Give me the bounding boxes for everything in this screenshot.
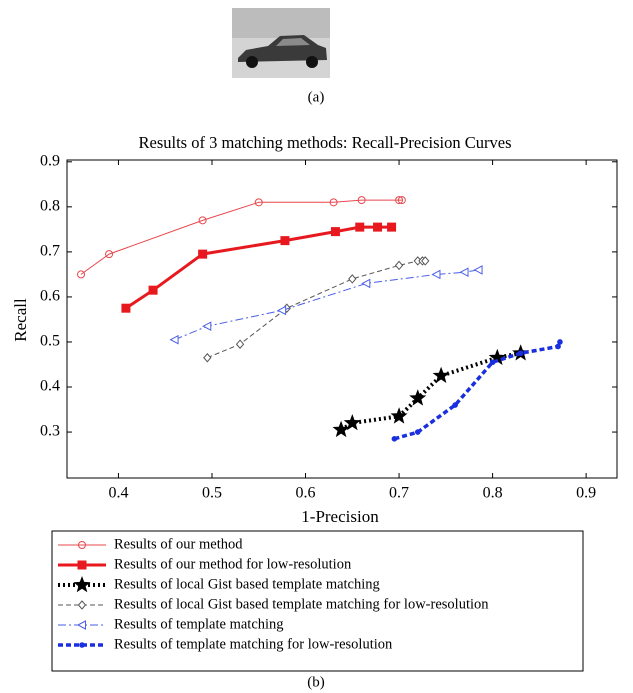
- legend-marker: [76, 620, 86, 630]
- y-tick-label: 0.8: [40, 198, 60, 215]
- marker: [348, 274, 357, 284]
- marker: [203, 352, 212, 363]
- series: [77, 196, 406, 279]
- marker: [148, 285, 158, 295]
- legend-box: [51, 530, 584, 672]
- marker: [198, 249, 208, 259]
- marker: [555, 343, 561, 350]
- y-tick-label: 0.6: [40, 288, 60, 305]
- marker: [343, 414, 361, 431]
- marker: [361, 278, 371, 289]
- marker: [280, 236, 290, 246]
- marker: [332, 420, 350, 438]
- marker: [169, 334, 179, 345]
- marker: [459, 267, 469, 277]
- y-tick-label: 0.9: [40, 152, 60, 169]
- legend-label: Results of our method for low-resolution: [114, 556, 352, 572]
- series-line: [393, 341, 562, 441]
- marker: [235, 339, 245, 349]
- plot-frame: [66, 159, 618, 479]
- marker: [373, 222, 383, 232]
- marker: [254, 198, 263, 207]
- x-axis-label: 1-Precision: [301, 507, 379, 526]
- legend-marker: [79, 642, 85, 648]
- marker: [355, 222, 365, 232]
- legend-marker: [78, 541, 86, 549]
- series-line: [125, 225, 392, 310]
- marker: [277, 305, 287, 316]
- marker: [391, 436, 398, 442]
- marker: [202, 321, 212, 332]
- marker: [432, 366, 450, 383]
- marker: [557, 339, 563, 345]
- series: [391, 339, 563, 442]
- series: [169, 265, 483, 345]
- marker: [473, 265, 483, 275]
- marker: [394, 260, 404, 271]
- legend-label: Results of local Gist based template mat…: [114, 596, 489, 612]
- series-line: [174, 269, 479, 341]
- marker: [409, 389, 427, 406]
- series: [121, 222, 397, 313]
- marker: [387, 222, 397, 232]
- marker: [330, 227, 340, 237]
- y-tick-label: 0.4: [40, 378, 60, 395]
- x-tick-label: 0.6: [296, 485, 316, 502]
- x-tick-label: 0.5: [202, 485, 222, 502]
- x-tick-label: 0.7: [389, 485, 409, 502]
- x-tick-label: 0.9: [576, 485, 596, 502]
- legend-label: Results of our method: [114, 536, 243, 552]
- marker: [390, 407, 408, 424]
- y-tick-label: 0.7: [40, 243, 60, 260]
- marker: [329, 198, 338, 207]
- legend-marker: [77, 600, 87, 610]
- marker: [421, 256, 430, 266]
- legend-marker: [77, 560, 87, 570]
- marker: [452, 402, 458, 408]
- legend-label: Results of template matching: [114, 616, 284, 632]
- y-tick-label: 0.5: [40, 333, 60, 350]
- panel-label: (b): [307, 674, 325, 690]
- marker: [105, 250, 114, 259]
- x-tick-label: 0.4: [108, 485, 128, 502]
- legend-label: Results of local Gist based template mat…: [114, 576, 380, 592]
- marker: [431, 269, 441, 280]
- marker: [414, 429, 421, 435]
- marker: [357, 196, 366, 205]
- series: [203, 256, 430, 363]
- x-tick-label: 0.8: [483, 485, 503, 502]
- y-axis-label: Recall: [11, 298, 30, 342]
- car-photo: [232, 8, 330, 78]
- marker: [517, 350, 524, 357]
- marker: [198, 216, 207, 225]
- marker: [488, 348, 506, 365]
- legend-marker: [73, 576, 91, 593]
- legend-label: Results of template matching for low-res…: [114, 636, 393, 652]
- panel-label: (a): [308, 89, 325, 105]
- marker: [395, 196, 404, 205]
- marker: [397, 196, 406, 205]
- y-tick-label: 0.3: [40, 423, 60, 440]
- marker: [489, 359, 496, 366]
- chart-title: Results of 3 matching methods: Recall-Pr…: [138, 133, 511, 152]
- marker: [77, 270, 86, 279]
- marker: [121, 303, 131, 313]
- series-line: [80, 199, 402, 275]
